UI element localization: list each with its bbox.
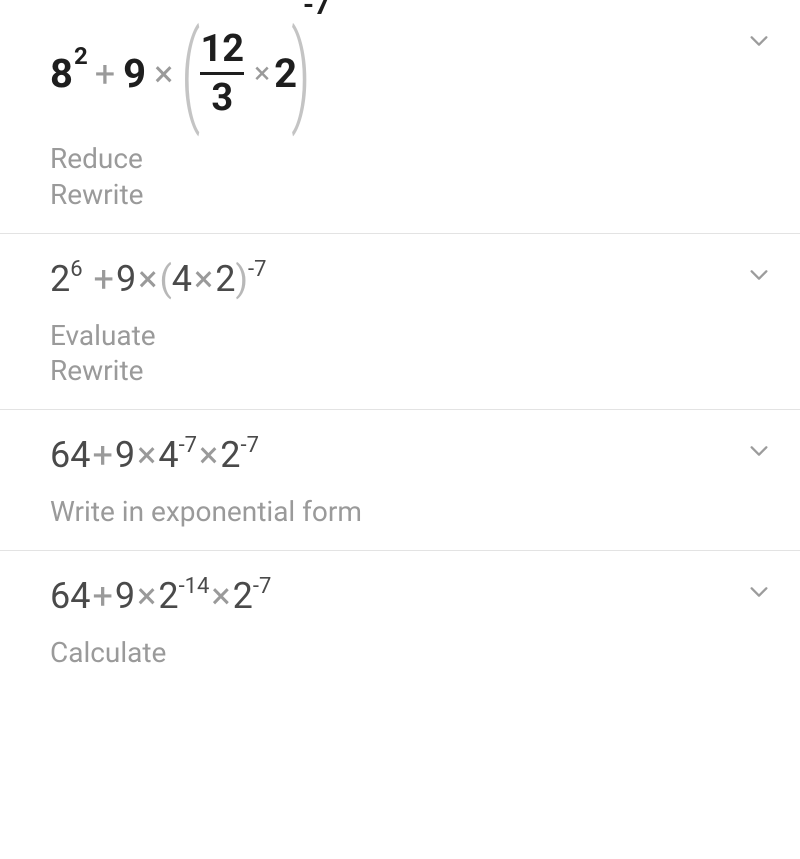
f1-times: × <box>148 53 179 95</box>
chevron-down-icon <box>748 264 770 286</box>
hint-1-0: Reduce <box>50 141 770 177</box>
f1-base1: 8 <box>50 50 73 97</box>
formula-3: 64+9×4-7×2-7 <box>50 434 770 476</box>
expand-step-4[interactable] <box>748 581 770 603</box>
hint-2-1: Rewrite <box>50 353 770 389</box>
hint-2-0: Evaluate <box>50 318 770 354</box>
hints-2: Evaluate Rewrite <box>50 318 770 390</box>
hints-3: Write in exponential form <box>50 494 770 530</box>
formula-4: 64+9×2-14×2-7 <box>50 575 770 617</box>
f1-exp1: 2 <box>74 42 88 70</box>
f1-outer-exp: -7 <box>303 0 330 21</box>
f1-plus: + <box>89 53 121 95</box>
hints-4: Calculate <box>50 635 770 671</box>
hint-4-0: Calculate <box>50 635 770 671</box>
f1-fraction: 12 3 <box>194 30 250 117</box>
step-2: 26 +9×(4×2)-7 Evaluate Rewrite <box>0 234 800 411</box>
step-1: 8 2 + 9 × ( 12 3 × 2 ) -7 Reduce Rewrite <box>0 0 800 234</box>
steps-container: 8 2 + 9 × ( 12 3 × 2 ) -7 Reduce Rewrite <box>0 0 800 691</box>
chevron-down-icon <box>748 581 770 603</box>
expand-step-3[interactable] <box>748 440 770 462</box>
chevron-down-icon <box>748 30 770 52</box>
formula-1: 8 2 + 9 × ( 12 3 × 2 ) -7 <box>50 24 770 123</box>
expand-step-2[interactable] <box>748 264 770 286</box>
hint-1-1: Rewrite <box>50 177 770 213</box>
step-4: 64+9×2-14×2-7 Calculate <box>0 551 800 691</box>
formula-2: 26 +9×(4×2)-7 <box>50 258 770 300</box>
f1-frac-num: 12 <box>200 30 244 70</box>
f1-rparen: ) <box>291 24 311 123</box>
f1-frac-bar <box>200 72 244 75</box>
f1-nine: 9 <box>123 50 146 97</box>
f1-lparen: ( <box>181 24 200 123</box>
f1-inner-times: × <box>250 56 274 91</box>
f1-frac-den: 3 <box>211 77 233 117</box>
chevron-down-icon <box>748 440 770 462</box>
expand-step-1[interactable] <box>748 30 770 52</box>
step-3: 64+9×4-7×2-7 Write in exponential form <box>0 410 800 551</box>
hint-3-0: Write in exponential form <box>50 494 770 530</box>
hints-1: Reduce Rewrite <box>50 141 770 213</box>
